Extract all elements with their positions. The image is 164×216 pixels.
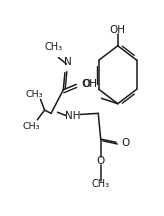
Text: CH₃: CH₃ bbox=[44, 42, 63, 52]
Text: CH₃: CH₃ bbox=[25, 90, 43, 98]
Text: O: O bbox=[82, 79, 90, 89]
Text: CH₃: CH₃ bbox=[92, 179, 110, 189]
Text: OH: OH bbox=[110, 25, 126, 35]
Text: N: N bbox=[64, 57, 72, 67]
Text: O: O bbox=[121, 138, 129, 148]
Text: OH: OH bbox=[81, 79, 97, 89]
Text: O: O bbox=[97, 156, 105, 166]
Text: NH: NH bbox=[65, 111, 81, 121]
Text: CH₃: CH₃ bbox=[22, 122, 40, 131]
